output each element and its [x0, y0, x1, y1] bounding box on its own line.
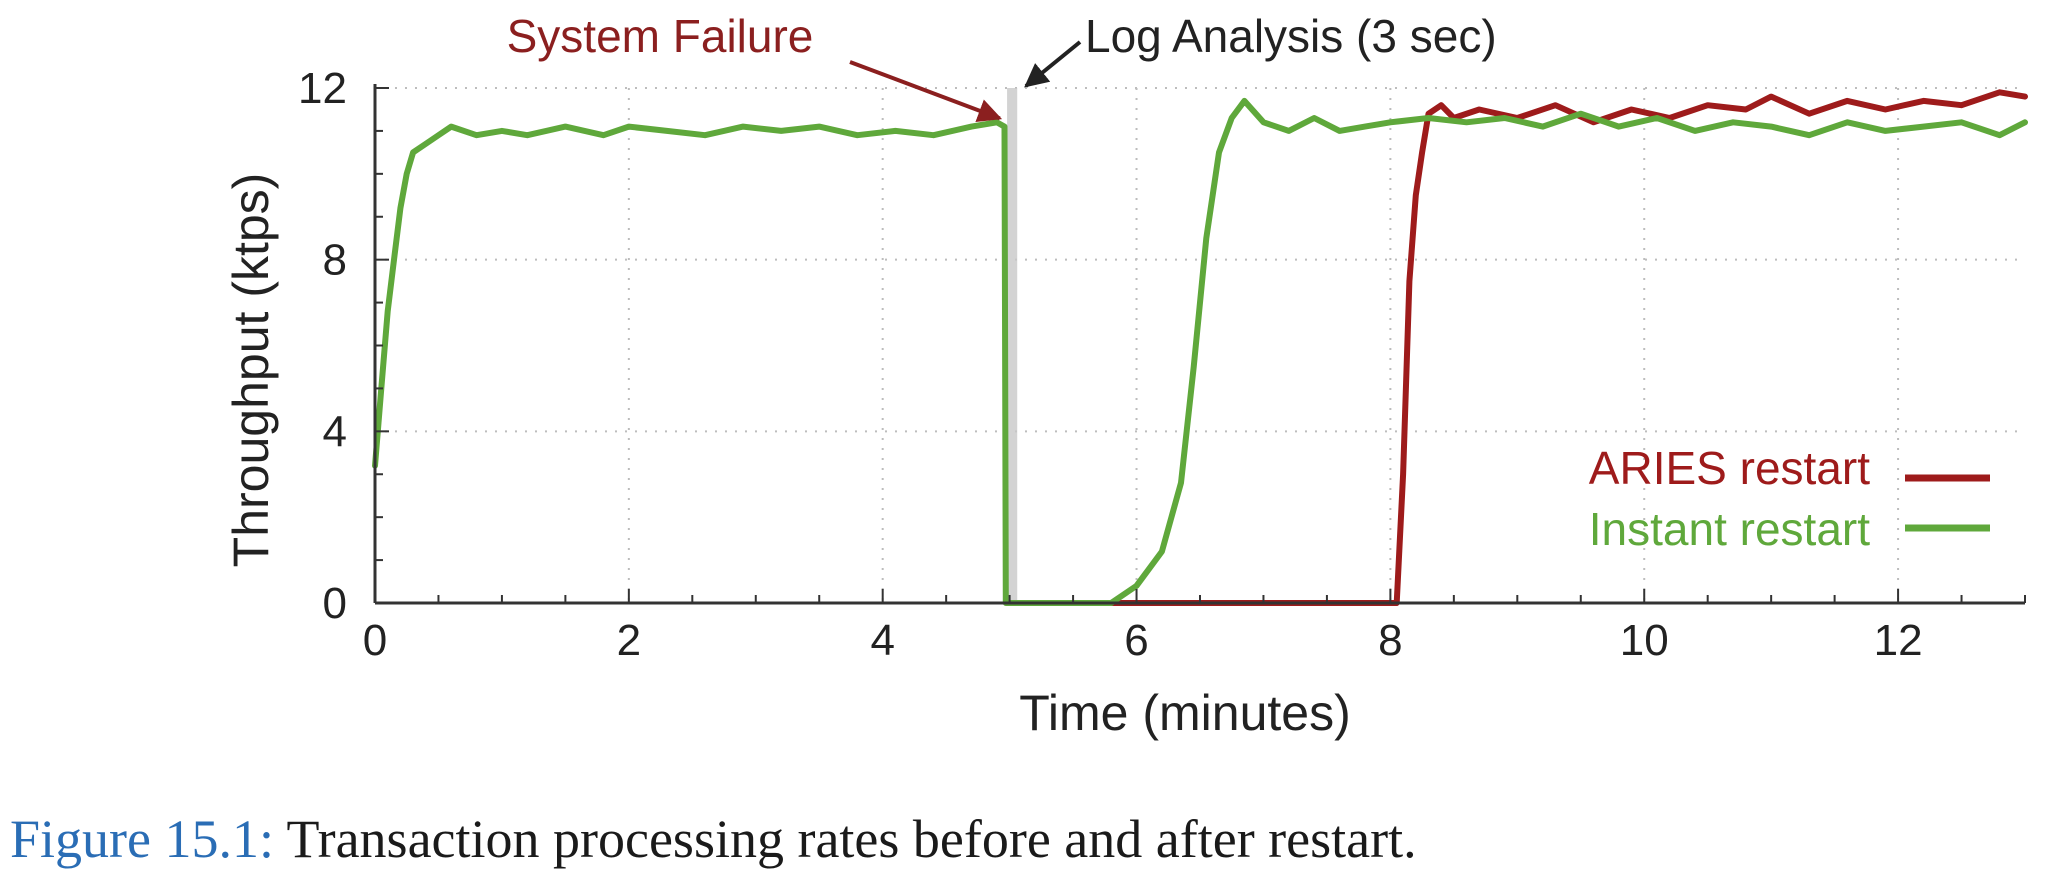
legend: ARIES restart Instant restart [1589, 442, 1990, 555]
x-tick-label: 12 [1874, 616, 1923, 665]
figure-caption: Figure 15.1: Transaction processing rate… [10, 808, 1417, 870]
y-tick-label: 8 [323, 236, 347, 285]
legend-label-aries: ARIES restart [1589, 442, 1870, 494]
system-failure-arrow [849, 60, 1003, 122]
system-failure-annotation: System Failure [507, 10, 814, 62]
legend-label-instant: Instant restart [1589, 503, 1870, 555]
x-tick-label: 2 [617, 616, 641, 665]
tick-labels: 0 2 4 6 8 10 12 0 4 8 12 [298, 64, 1923, 665]
log-analysis-band [1007, 88, 1018, 603]
series-line-instant [372, 97, 2028, 606]
y-tick-label: 4 [323, 407, 347, 456]
x-tick-label: 6 [1124, 616, 1148, 665]
x-axis-title: Time (minutes) [1019, 685, 1351, 741]
x-tick-label: 10 [1620, 616, 1669, 665]
series-lines [372, 89, 2028, 606]
caption-text: Transaction processing rates before and … [274, 809, 1417, 869]
annotations: System Failure Log Analysis (3 sec) [507, 10, 1497, 122]
x-tick-label: 0 [363, 616, 387, 665]
chart: 0 2 4 6 8 10 12 0 4 8 12 Time (minutes) Throughput… [223, 10, 2028, 741]
log-analysis-annotation: Log Analysis (3 sec) [1085, 10, 1497, 62]
log-analysis-arrow [1024, 40, 1082, 88]
x-tick-label: 4 [870, 616, 894, 665]
y-tick-label: 0 [323, 579, 347, 628]
axes [373, 84, 2026, 605]
log-analysis-marker [1007, 88, 1018, 603]
x-tick-label: 8 [1378, 616, 1402, 665]
figure-number: Figure 15.1: [10, 809, 274, 869]
series-line-aries [1006, 89, 2028, 606]
y-axis-title: Throughput (ktps) [223, 173, 279, 568]
y-tick-label: 12 [298, 64, 347, 113]
